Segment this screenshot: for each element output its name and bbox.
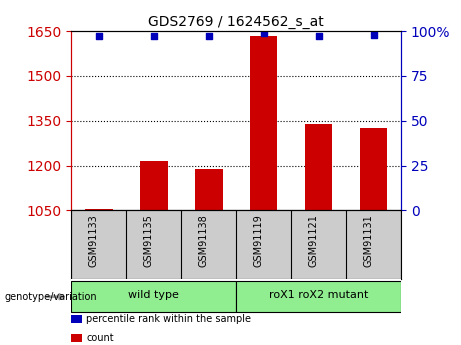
Text: count: count: [86, 333, 114, 343]
Text: GSM91131: GSM91131: [364, 214, 373, 267]
Bar: [236, 281, 401, 312]
Text: GSM91133: GSM91133: [89, 214, 99, 267]
Point: [370, 32, 377, 37]
Text: roX1 roX2 mutant: roX1 roX2 mutant: [269, 290, 368, 300]
Bar: [305, 124, 332, 210]
Bar: [195, 169, 223, 210]
Bar: [71, 281, 236, 312]
Bar: [360, 128, 387, 210]
Bar: [250, 36, 278, 210]
Text: genotype/variation: genotype/variation: [5, 292, 97, 302]
Point: [205, 34, 213, 39]
Point: [315, 34, 322, 39]
Text: GSM91138: GSM91138: [199, 214, 209, 267]
Point: [260, 30, 267, 36]
Bar: [85, 209, 112, 210]
Bar: [140, 161, 168, 210]
Title: GDS2769 / 1624562_s_at: GDS2769 / 1624562_s_at: [148, 14, 324, 29]
Text: percentile rank within the sample: percentile rank within the sample: [86, 314, 251, 324]
Text: GSM91119: GSM91119: [254, 214, 264, 267]
Text: wild type: wild type: [129, 290, 179, 300]
Text: GSM91135: GSM91135: [144, 214, 154, 267]
Point: [95, 34, 103, 39]
Point: [150, 34, 158, 39]
Text: GSM91121: GSM91121: [309, 214, 319, 267]
